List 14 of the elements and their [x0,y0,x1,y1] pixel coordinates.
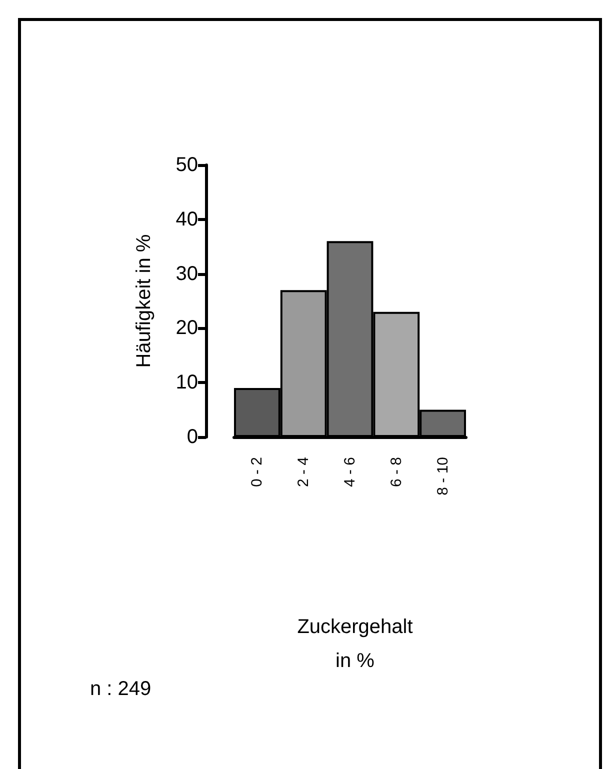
y-tick-label: 40 [176,208,198,230]
text: Zuckergehalt in % [297,616,414,672]
y-tick-label: 10 [176,372,198,394]
y-tick-label: 20 [176,317,198,340]
x-tick-label: 4 - 6 [342,457,358,488]
x-tick-label: 8 - 10 [434,457,452,496]
x-tick-label: 2 - 4 [295,457,312,488]
text: n : 249 [90,678,152,700]
y-tick-label: 30 [176,262,198,285]
y-tick-label: 0 [186,426,198,448]
x-tick-label: 6 - 8 [388,457,405,488]
y-axis-title: Häufigkeit in % [133,234,155,368]
y-tick-label: 50 [176,154,198,176]
x-tick-label: 0 - 2 [248,457,266,488]
